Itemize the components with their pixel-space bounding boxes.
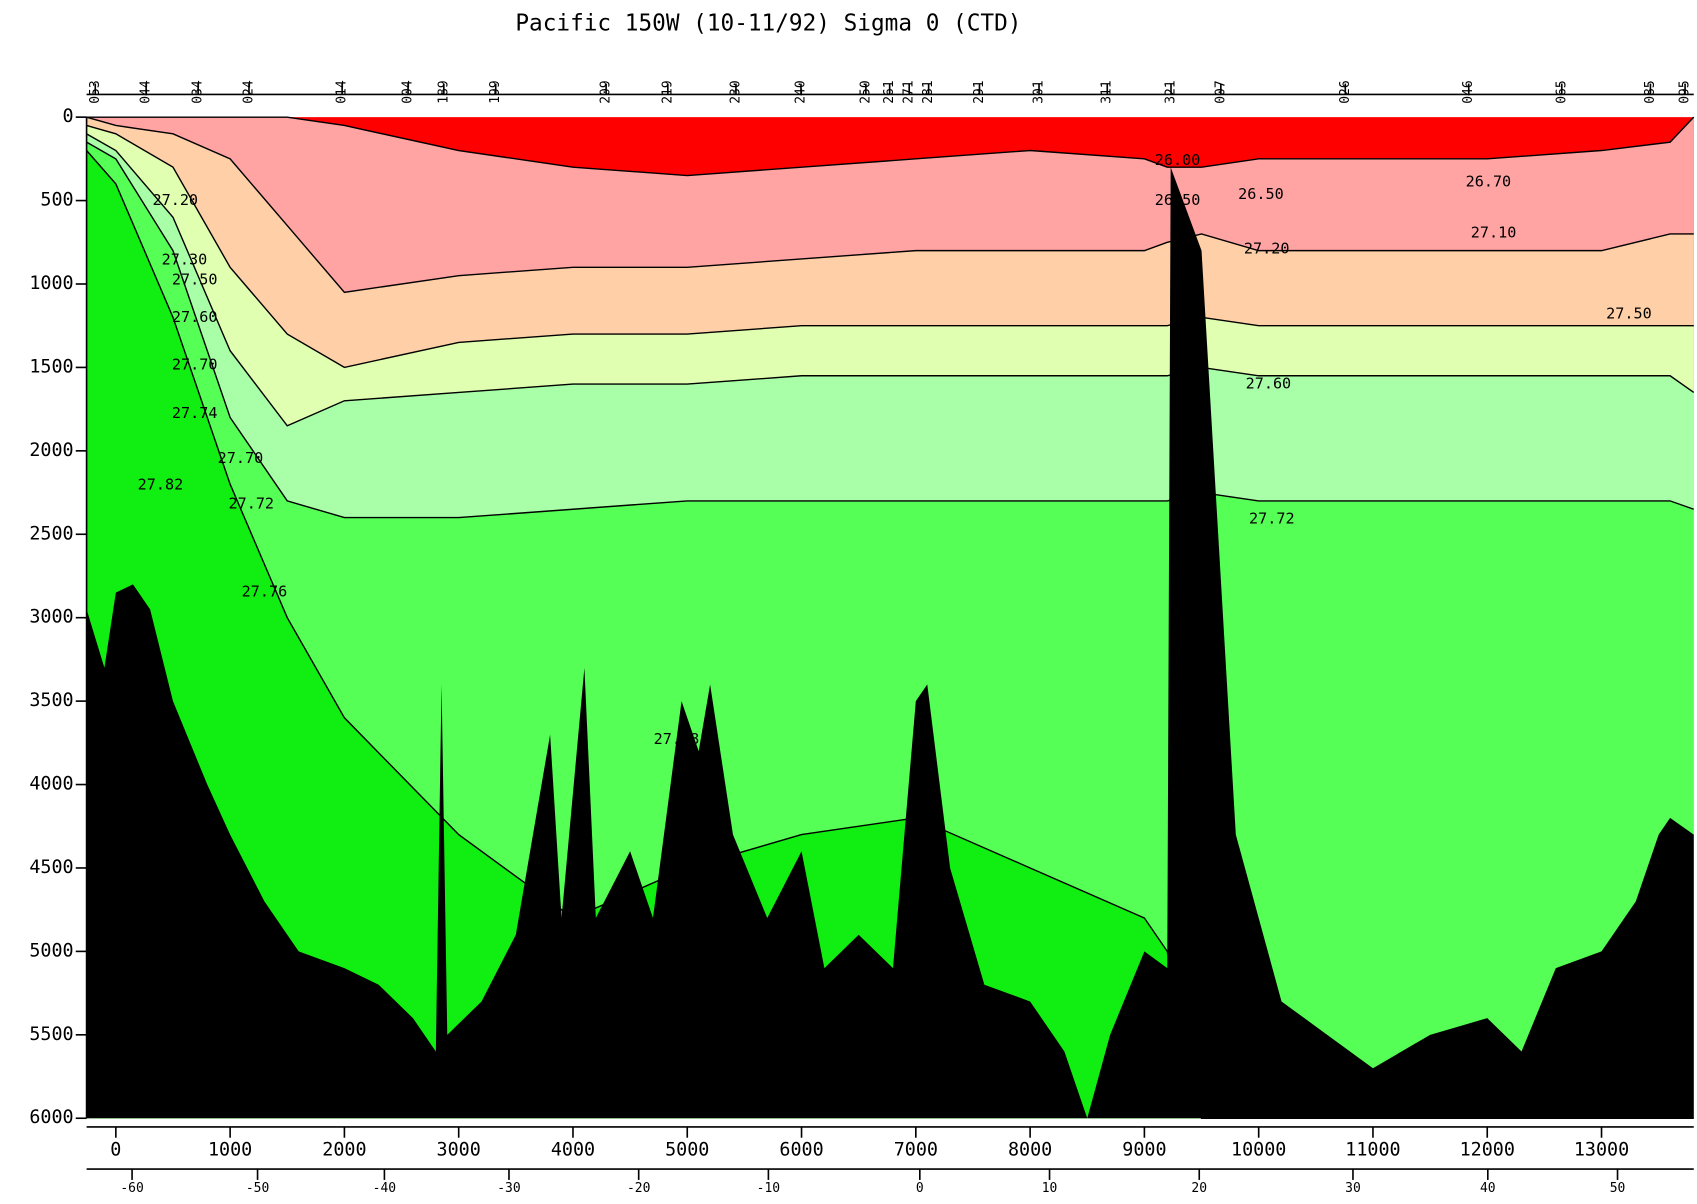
contour-label: 27.76 (242, 582, 288, 600)
x-tick-label: 1000 (208, 1140, 252, 1161)
contour-label: 27.72 (1249, 510, 1295, 528)
y-tick-label: 5500 (29, 1024, 73, 1045)
station-label: 281 (921, 80, 936, 103)
y-tick-label: 500 (40, 190, 73, 211)
y-tick-label: 3000 (29, 607, 73, 628)
station-label: 311 (1100, 80, 1115, 103)
station-label: 250 (858, 80, 873, 103)
contour-line (86, 116, 1695, 177)
y-tick-label: 0 (63, 106, 74, 127)
station-label: 065 (1554, 80, 1569, 103)
y-tick-label: 3500 (29, 690, 73, 711)
lat-tick-label: 50 (1610, 1181, 1626, 1196)
y-tick-label: 6000 (29, 1107, 73, 1128)
station-label: 199 (488, 80, 503, 103)
contour-line (86, 141, 1694, 519)
x-tick-label: 2000 (322, 1140, 366, 1161)
station-label: 240 (793, 80, 808, 103)
y-tick-label: 2500 (29, 523, 73, 544)
contour-label: 27.10 (1471, 224, 1517, 242)
y-tick-label: 2000 (29, 440, 73, 461)
station-label: 053 (88, 80, 103, 103)
x-tick-label: 9000 (1122, 1140, 1166, 1161)
station-label: 209 (599, 80, 614, 103)
station-label: 291 (972, 80, 987, 103)
station-label: 230 (728, 80, 743, 103)
station-label: 024 (241, 80, 256, 104)
station-label: 189 (436, 80, 451, 103)
lat-tick-label: 30 (1345, 1181, 1361, 1196)
x-tick-label: 3000 (437, 1140, 481, 1161)
contour-line (86, 116, 1694, 294)
station-label: 026 (1338, 80, 1353, 103)
lat-tick-label: -30 (497, 1181, 520, 1196)
contour-label: 27.72 (228, 495, 274, 513)
contour-label: 27.60 (1246, 375, 1292, 393)
contour-label: 27.60 (172, 308, 218, 326)
y-tick-label: 4500 (29, 857, 73, 878)
station-label: 271 (902, 80, 917, 103)
contour-label: 27.82 (138, 476, 184, 494)
station-label: 261 (882, 80, 897, 103)
station-label: 095 (1678, 80, 1693, 103)
contour-line (86, 124, 1694, 369)
contour-label: 27.50 (172, 270, 218, 288)
y-tick-label: 4000 (29, 774, 73, 795)
station-label: 044 (139, 80, 154, 104)
contour-label: 27.74 (172, 404, 218, 422)
x-tick-label: 4000 (551, 1140, 595, 1161)
x-tick-label: 5000 (665, 1140, 709, 1161)
x-tick-label: 7000 (894, 1140, 938, 1161)
contour-line (86, 133, 1695, 427)
lat-tick-label: 10 (1042, 1181, 1058, 1196)
station-label: 321 (1164, 80, 1179, 103)
lat-tick-label: -20 (627, 1181, 650, 1196)
contour-label: 27.70 (218, 449, 264, 467)
contour-label: 27.50 (1606, 305, 1652, 323)
lat-tick-label: 0 (916, 1181, 924, 1196)
station-label: 219 (660, 80, 675, 103)
lat-tick-label: -60 (120, 1181, 143, 1196)
lat-tick-label: -50 (246, 1181, 269, 1196)
station-label: 007 (1213, 80, 1228, 103)
contour-label: 27.70 (172, 355, 218, 373)
contour-label: 27.20 (152, 191, 198, 209)
contour-label: 26.70 (1466, 173, 1512, 191)
lat-tick-label: -10 (757, 1181, 780, 1196)
bathymetry (86, 167, 1694, 1119)
x-tick-label: 12000 (1460, 1140, 1515, 1161)
contour-label: 26.50 (1238, 185, 1284, 203)
contour-label: 26.50 (1155, 191, 1201, 209)
lat-tick-label: 40 (1480, 1181, 1496, 1196)
x-tick-label: 13000 (1574, 1140, 1629, 1161)
y-tick-label: 5000 (29, 940, 73, 961)
lat-tick-label: 20 (1191, 1181, 1207, 1196)
x-tick-label: 8000 (1008, 1140, 1052, 1161)
y-tick-label: 1500 (29, 356, 73, 377)
contour-label: 27.20 (1244, 239, 1290, 257)
contour-label: 27.78 (654, 730, 700, 748)
contour-label: 26.00 (1155, 151, 1201, 169)
station-label: 014 (335, 80, 350, 104)
x-tick-label: 11000 (1345, 1140, 1400, 1161)
density-band (86, 150, 1694, 1119)
station-label: 046 (1461, 80, 1476, 103)
y-tick-label: 1000 (29, 273, 73, 294)
x-tick-label: 0 (110, 1140, 121, 1161)
station-label: 004 (401, 80, 416, 104)
station-label: 034 (191, 80, 206, 104)
lat-tick-label: -40 (373, 1181, 396, 1196)
chart-title: Pacific 150W (10-11/92) Sigma 0 (CTD) (515, 11, 1021, 37)
x-tick-label: 6000 (779, 1140, 823, 1161)
station-label: 085 (1643, 80, 1658, 103)
station-label: 301 (1032, 80, 1047, 103)
x-tick-label: 10000 (1231, 1140, 1286, 1161)
contour-label: 27.30 (162, 250, 208, 268)
